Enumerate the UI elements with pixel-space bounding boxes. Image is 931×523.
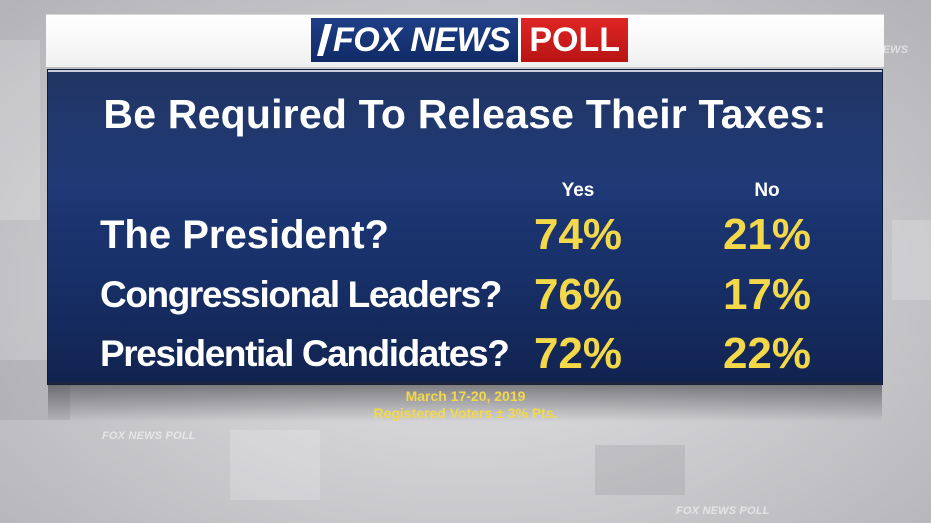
chart-title: Be Required To Release Their Taxes: bbox=[103, 91, 827, 137]
yes-value-congressional-leaders: 76% bbox=[533, 270, 623, 319]
poll-date: March 17-20, 2019 bbox=[405, 388, 526, 404]
fox-swoosh-icon bbox=[317, 24, 332, 56]
column-header-yes: Yes bbox=[561, 180, 595, 201]
footer-shadow bbox=[48, 382, 882, 422]
no-value-president: 21% bbox=[722, 210, 812, 259]
no-value-presidential-candidates: 22% bbox=[722, 329, 812, 378]
logo-poll: POLL bbox=[518, 18, 629, 62]
yes-value-presidential-candidates: 72% bbox=[533, 329, 623, 378]
fox-news-poll-logo: FOX NEWS POLL bbox=[311, 18, 629, 62]
no-value-congressional-leaders: 17% bbox=[722, 270, 812, 319]
ghost-logo-left: FOX NEWS POLL bbox=[102, 430, 196, 442]
panel-shine bbox=[48, 72, 882, 222]
background-texture bbox=[0, 40, 40, 220]
background-texture bbox=[595, 445, 685, 495]
row-label-congressional-leaders: Congressional Leaders? bbox=[100, 274, 502, 315]
row-label-president: The President? bbox=[100, 213, 389, 257]
background-texture bbox=[892, 220, 931, 300]
poll-panel: Be Required To Release Their Taxes: Yes … bbox=[48, 70, 882, 384]
logo-fox-text: FOX NEWS bbox=[333, 21, 511, 59]
background-texture bbox=[230, 430, 320, 500]
yes-value-president: 74% bbox=[533, 210, 623, 259]
column-header-no: No bbox=[754, 180, 780, 201]
logo-fox-news: FOX NEWS bbox=[311, 18, 519, 62]
row-label-presidential-candidates: Presidential Candidates? bbox=[100, 333, 510, 374]
poll-sample: Registered Voters ± 3% Pts. bbox=[373, 405, 558, 421]
ghost-logo-bottom-right: FOX NEWS POLL bbox=[676, 505, 770, 517]
